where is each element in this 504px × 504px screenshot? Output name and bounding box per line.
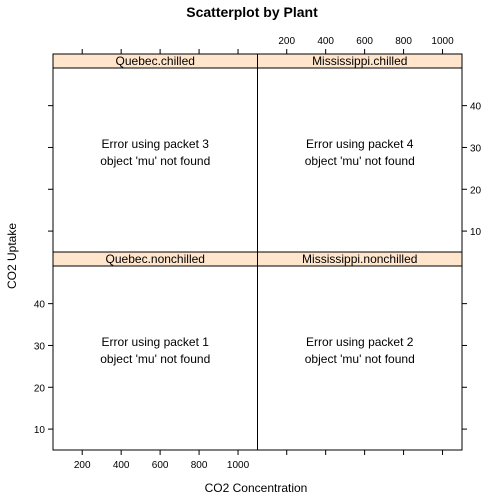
strip-label: Mississippi.chilled bbox=[312, 54, 407, 68]
y-tick-label: 20 bbox=[34, 383, 46, 394]
panel-2: Mississippi.nonchilled Error using packet… bbox=[257, 251, 463, 451]
error-message-line: Error using packet 1 bbox=[102, 335, 210, 349]
x-tick-label: 600 bbox=[356, 36, 373, 47]
error-message-line: Error using packet 2 bbox=[306, 335, 414, 349]
x-tick-label: 1000 bbox=[227, 460, 250, 471]
panel-border bbox=[52, 251, 258, 451]
y-axis-label: CO2 Uptake bbox=[5, 223, 19, 289]
strip-label: Mississippi.nonchilled bbox=[302, 252, 417, 266]
y-tick-label: 40 bbox=[34, 300, 46, 311]
x-tick-label: 800 bbox=[395, 36, 412, 47]
panel-3: Quebec.chilled Error using packet 3 object… bbox=[52, 53, 258, 253]
y-tick-label: 30 bbox=[34, 341, 46, 352]
y-tick-label: 20 bbox=[470, 185, 482, 196]
x-tick-label: 400 bbox=[317, 36, 334, 47]
y-tick-label: 10 bbox=[34, 425, 46, 436]
error-message-line: object 'mu' not found bbox=[305, 352, 415, 366]
panels-layer: Quebec.nonchilled Error using packet 1 obj… bbox=[52, 53, 463, 451]
y-tick-label: 10 bbox=[470, 227, 482, 238]
y-tick-label: 30 bbox=[470, 143, 482, 154]
y-tick-label: 40 bbox=[470, 102, 482, 113]
x-tick-label: 800 bbox=[191, 460, 208, 471]
chart-title: Scatterplot by Plant bbox=[186, 4, 318, 20]
strip-label: Quebec.nonchilled bbox=[106, 252, 205, 266]
error-message-line: Error using packet 4 bbox=[306, 137, 414, 151]
x-tick-label: 600 bbox=[152, 460, 169, 471]
panel-border bbox=[52, 53, 258, 253]
x-axis-label: CO2 Concentration bbox=[205, 481, 308, 495]
panel-4: Mississippi.chilled Error using packet 4 o… bbox=[257, 53, 463, 253]
error-message-line: Error using packet 3 bbox=[102, 137, 210, 151]
axes-layer: 200 400 600 800 1000 200 400 600 800 1000 10 20 30 40… bbox=[34, 36, 482, 471]
panel-border bbox=[257, 53, 463, 253]
x-tick-label: 200 bbox=[278, 36, 295, 47]
error-message-line: object 'mu' not found bbox=[305, 154, 415, 168]
x-tick-label: 400 bbox=[113, 460, 130, 471]
error-message-line: object 'mu' not found bbox=[100, 352, 210, 366]
panel-border bbox=[257, 251, 463, 451]
x-tick-label: 200 bbox=[74, 460, 91, 471]
x-tick-label: 1000 bbox=[431, 36, 454, 47]
error-message-line: object 'mu' not found bbox=[100, 154, 210, 168]
panel-1: Quebec.nonchilled Error using packet 1 obj… bbox=[52, 251, 258, 451]
strip-label: Quebec.chilled bbox=[116, 54, 195, 68]
